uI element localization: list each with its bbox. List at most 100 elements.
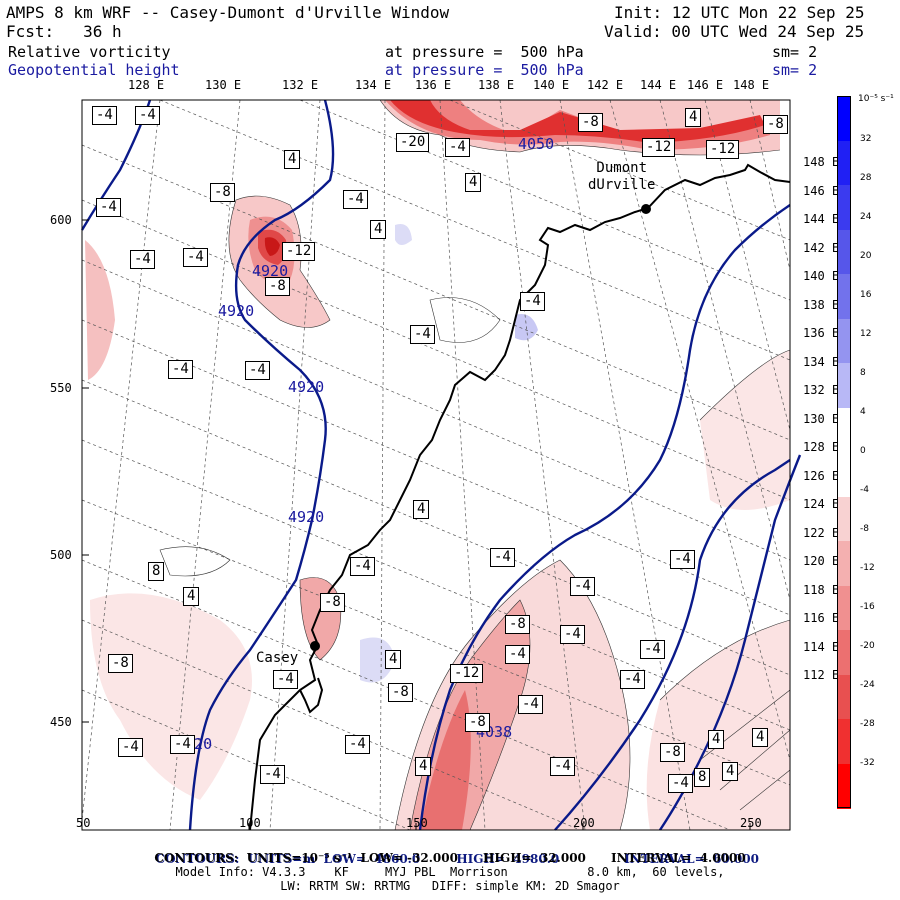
top-lon-label: 128 E <box>128 78 165 92</box>
vorticity-label: -4 <box>620 670 645 689</box>
vorticity-label: -4 <box>118 738 143 757</box>
x-axis-label: 100 <box>239 816 261 830</box>
right-lon-label: 138 E <box>803 297 840 312</box>
y-axis-label: 450 <box>50 715 72 729</box>
vorticity-label: -4 <box>135 106 160 125</box>
right-lon-label: 126 E <box>803 468 840 483</box>
vorticity-label: -4 <box>668 774 693 793</box>
y-axis-label: 600 <box>50 213 72 227</box>
colorbar-cell <box>837 274 851 319</box>
right-lon-label: 128 E <box>803 440 840 454</box>
vorticity-label: 4 <box>413 500 430 519</box>
top-lon-label: 132 E <box>282 78 319 92</box>
height-contour-info: CONTOURS: UNITS=m LOW= 4860.0 <box>155 852 421 866</box>
vorticity-label: -8 <box>108 654 133 673</box>
x-axis-label: 150 <box>406 816 428 830</box>
right-lon-label: 120 E <box>803 554 840 568</box>
right-lon-label: 124 E <box>803 497 840 511</box>
vorticity-label: 4 <box>183 587 200 606</box>
colorbar-cell <box>837 318 851 364</box>
vorticity-label: -4 <box>445 138 470 157</box>
casey-label: Casey <box>256 650 299 666</box>
top-lon-label: 146 E <box>687 78 724 92</box>
height-label: 4920 <box>288 378 325 396</box>
field2-level: at pressure = 500 hPa <box>385 61 584 79</box>
vorticity-label: -8 <box>210 183 235 202</box>
colorbar-cell <box>837 140 851 186</box>
x-axis-label: 250 <box>740 816 762 830</box>
right-lon-label: 132 E <box>803 383 840 397</box>
vorticity-label: -8 <box>578 113 603 132</box>
colorbar-tick: 20 <box>860 251 872 261</box>
right-lon-label: 140 E <box>803 269 840 283</box>
vorticity-contours <box>159 99 791 831</box>
vorticity-label: -4 <box>343 190 368 209</box>
vorticity-label: 8 <box>148 562 165 581</box>
right-lon-label: 122 E <box>803 525 840 540</box>
top-lon-label: 142 E <box>587 78 624 92</box>
right-lon-label: 130 E <box>803 411 840 426</box>
colorbar-tick: 12 <box>860 329 872 339</box>
vorticity-label: -4 <box>410 325 435 344</box>
footer-line1: CONTOURS: UNITS=m LOW= 4860.0 HIGH= 4980… <box>0 838 900 866</box>
right-lon-label: 114 E <box>803 639 840 654</box>
vorticity-label: 4 <box>465 173 482 192</box>
height-contour-high: HIGH= 4980.0 <box>456 852 560 866</box>
axis-ticks <box>81 219 751 830</box>
vorticity-label: -4 <box>640 640 665 659</box>
colorbar-cell <box>837 185 851 230</box>
top-lon-label: 136 E <box>415 78 452 92</box>
right-lon-label: 136 E <box>803 326 840 340</box>
top-lon-label: 148 E <box>733 78 770 92</box>
vorticity-label: -4 <box>505 645 530 664</box>
top-lon-label: 144 E <box>640 78 677 92</box>
colorbar-cell <box>837 585 851 631</box>
vorticity-label: 4 <box>385 650 402 669</box>
colorbar-tick: -12 <box>860 563 875 573</box>
colorbar-tick: -20 <box>860 641 875 651</box>
vorticity-label: -4 <box>183 248 208 267</box>
right-lon-label: 134 E <box>803 354 840 369</box>
colorbar-tick: 0 <box>860 446 866 456</box>
vorticity-label: 4 <box>752 728 769 747</box>
colorbar-cell <box>837 719 851 764</box>
colorbar-tick: 32 <box>860 134 872 144</box>
height-label: 4920 <box>252 262 289 280</box>
footer-line2: CONTOURS: UNITS=10⁻⁵ s⁻¹ LOW= -32.000 HI… <box>154 851 746 865</box>
top-lon-label: 138 E <box>478 78 515 92</box>
casey-station-marker <box>310 641 320 651</box>
top-lon-label: 134 E <box>355 78 392 92</box>
right-lon-label: 146 E <box>803 183 840 198</box>
vorticity-label: -8 <box>660 743 685 762</box>
height-label: 4920 <box>218 302 255 320</box>
vorticity-label: -4 <box>550 757 575 776</box>
vorticity-label: 4 <box>708 730 725 749</box>
colorbar-tick: -16 <box>860 602 875 612</box>
vorticity-label: -8 <box>505 615 530 634</box>
field1-level: at pressure = 500 hPa <box>385 43 584 61</box>
colorbar-cell <box>837 763 851 809</box>
valid-time: Valid: 00 UTC Wed 24 Sep 25 <box>604 22 865 41</box>
colorbar-cell <box>837 496 851 542</box>
vorticity-label: -8 <box>465 713 490 732</box>
colorbar-tick: -4 <box>860 485 869 495</box>
vorticity-label: -8 <box>320 593 345 612</box>
vorticity-label: 4 <box>284 150 301 169</box>
title-left: AMPS 8 km WRF -- Casey-Dumont d'Urville … <box>6 3 450 22</box>
vorticity-label: -4 <box>92 106 117 125</box>
colorbar-tick: 4 <box>860 407 866 417</box>
vorticity-label: -12 <box>450 664 484 683</box>
vorticity-label: -8 <box>763 115 788 134</box>
right-lon-label: 142 E <box>803 240 840 255</box>
footer-line4: LW: RRTM SW: RRTMG DIFF: simple KM: 2D S… <box>280 879 620 893</box>
right-lon-label: 148 E <box>803 155 840 169</box>
colorbar-cell <box>837 96 851 141</box>
vorticity-label: -4 <box>520 292 545 311</box>
colorbar-cell <box>837 407 851 453</box>
dumont-durville-station-marker <box>641 204 651 214</box>
colorbar-cell <box>837 630 851 675</box>
right-lon-label: 144 E <box>803 212 840 226</box>
vorticity-label: -4 <box>273 670 298 689</box>
forecast-hour: Fcst: 36 h <box>6 22 122 41</box>
